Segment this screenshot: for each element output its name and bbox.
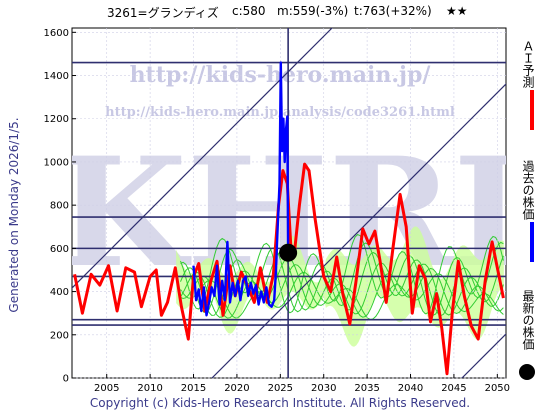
legend-past-label: 過去の株価 (521, 160, 535, 220)
copyright: Copyright (c) Kids-Hero Research Institu… (89, 396, 471, 410)
y-tick-label: 1000 (44, 157, 69, 168)
trend-line (461, 333, 506, 378)
latest-price-marker (279, 243, 298, 262)
generated-date-label: Generated on Monday 2026/1/5. (4, 100, 24, 330)
past-price-line (192, 61, 290, 317)
chart-header: 3261=グランディズ c:580 m:559(-3%) t:763(+32%)… (0, 4, 560, 22)
x-tick-label: 2030 (311, 383, 336, 394)
y-tick-label: 800 (50, 201, 69, 212)
x-tick-label: 2035 (354, 383, 379, 394)
x-tick-label: 2040 (398, 383, 423, 394)
y-tick-label: 600 (50, 244, 69, 255)
legend-latest-swatch (519, 364, 535, 380)
y-tick-label: 1200 (44, 114, 69, 125)
current-price: c:580 (232, 4, 266, 18)
x-tick-label: 2005 (94, 383, 119, 394)
y-tick-label: 1600 (44, 28, 69, 39)
x-tick-label: 2045 (441, 383, 466, 394)
y-tick-label: 0 (63, 374, 69, 385)
prediction-band-fill (176, 226, 504, 347)
y-tick-label: 200 (50, 330, 69, 341)
prediction-band-line (180, 251, 504, 317)
y-tick-label: 400 (50, 287, 69, 298)
legend (519, 90, 535, 380)
trend-line (72, 28, 333, 289)
x-tick-label: 2015 (181, 383, 206, 394)
generated-date-text: Generated on Monday 2026/1/5. (7, 117, 21, 313)
min-price: m:559(-3%) (277, 4, 349, 18)
axes: 2005 2010 2015 2020 2025 2030 2035 2040 2045 2050… (44, 28, 510, 394)
target-price: t:763(+32%) (354, 4, 432, 18)
prediction-band-line (180, 241, 504, 316)
x-tick-label: 2020 (224, 383, 249, 394)
rating-stars: ★★ (446, 4, 468, 18)
stock-code-name: 3261=グランディズ (107, 6, 219, 20)
x-tick-label: 2010 (137, 383, 162, 394)
legend-latest-label: 最新の株価 (521, 290, 535, 350)
legend-ai-label: ＡＩ予測 (521, 40, 535, 88)
y-tick-label: 1400 (44, 71, 69, 82)
x-tick-label: 2025 (268, 383, 293, 394)
trend-line (211, 83, 506, 378)
x-tick-label: 2050 (485, 383, 510, 394)
series (73, 61, 505, 376)
